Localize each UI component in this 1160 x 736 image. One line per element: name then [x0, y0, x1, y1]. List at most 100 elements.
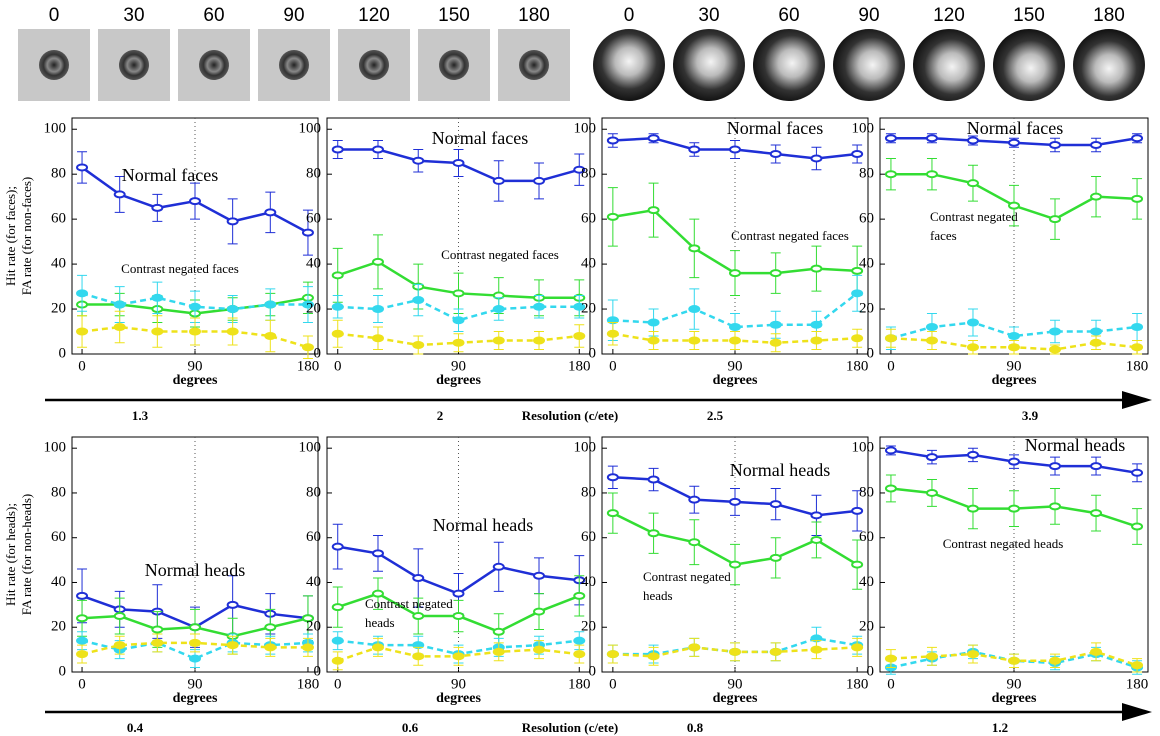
panel: 0 20 40 60 80 100 0 90 180 degrees Normal faces Con… — [299, 117, 591, 388]
data-point — [331, 656, 344, 665]
data-point — [331, 542, 344, 551]
data-point — [1090, 192, 1103, 201]
x-axis-label: degrees — [436, 691, 481, 706]
y-tick-label: 80 — [51, 484, 66, 500]
data-point — [264, 643, 277, 652]
y-axis-label-line: Hit rate (for heads); — [3, 503, 18, 606]
resolution-value: 2.5 — [707, 408, 724, 423]
x-tick-label: 0 — [334, 358, 342, 374]
data-point — [1008, 138, 1020, 147]
data-point — [729, 560, 741, 569]
data-point — [113, 323, 126, 332]
resolution-value: 3.9 — [1022, 408, 1039, 423]
stimulus-label: 120 — [933, 5, 965, 26]
data-point — [810, 320, 823, 329]
plot-frame — [879, 436, 1149, 673]
data-point — [1131, 194, 1144, 203]
data-point — [492, 176, 505, 185]
data-point — [769, 338, 782, 347]
panel: 0 20 40 60 80 100 0 90 180 degrees Hit rate (for f… — [3, 117, 319, 388]
y-tick-label: 100 — [852, 440, 875, 456]
data-point — [966, 343, 979, 352]
data-point — [301, 300, 314, 309]
annotation-line: Normal heads — [433, 515, 533, 535]
data-point — [492, 647, 505, 656]
data-point — [810, 264, 823, 273]
data-point — [925, 134, 938, 143]
y-tick-label: 0 — [314, 663, 322, 679]
panel: 0 20 40 60 80 100 0 90 180 degrees Hit rate (for h… — [3, 436, 319, 706]
data-point — [151, 203, 164, 212]
stimulus-patch — [673, 29, 745, 101]
y-tick-label: 100 — [299, 440, 322, 456]
y-tick-label: 20 — [306, 619, 321, 635]
stimulus-label: 90 — [283, 5, 304, 26]
x-axis-label: degrees — [992, 691, 1037, 706]
stimulus-patch — [439, 50, 469, 80]
data-point — [769, 500, 782, 509]
data-point — [925, 170, 938, 179]
panel: 0 20 40 60 80 100 0 90 180 degrees Normal faces Con… — [574, 117, 869, 388]
annotation: Contrast negated faces — [930, 209, 1018, 243]
x-tick-label: 180 — [846, 676, 869, 692]
panel: 0 20 40 60 80 100 0 90 180 degrees Normal heads Con… — [852, 435, 1149, 706]
data-point — [688, 244, 701, 253]
data-point — [151, 638, 164, 647]
y-tick-label: 40 — [306, 256, 321, 272]
resolution-value: 0.6 — [402, 720, 419, 735]
y-axis-label-line: FA rate (for non-faces) — [19, 177, 34, 296]
y-tick-label: 100 — [44, 121, 67, 137]
data-point — [925, 323, 938, 332]
x-tick-label: 180 — [1126, 676, 1149, 692]
y-tick-label: 60 — [306, 211, 321, 227]
y-tick-label: 40 — [859, 256, 874, 272]
data-point — [647, 336, 660, 345]
stimulus-label: 180 — [1093, 5, 1125, 26]
x-tick-label: 0 — [78, 676, 86, 692]
data-point — [606, 136, 619, 145]
data-point — [264, 623, 277, 632]
data-point — [966, 504, 979, 513]
data-point — [371, 145, 384, 154]
y-tick-label: 80 — [306, 484, 321, 500]
y-tick-label: 60 — [51, 529, 66, 545]
data-point — [452, 612, 465, 621]
data-point — [925, 652, 938, 661]
x-tick-label: 0 — [887, 676, 895, 692]
stimulus-patch — [993, 29, 1065, 101]
annotation: Contrast negated faces — [121, 261, 239, 276]
resolution-value: 1.3 — [132, 408, 149, 423]
data-point — [1090, 140, 1103, 149]
data-point — [452, 158, 465, 167]
annotation-line: Normal faces — [967, 118, 1063, 138]
data-point — [113, 641, 126, 650]
data-point — [688, 538, 701, 547]
y-tick-label: 20 — [51, 619, 66, 635]
data-point — [1131, 343, 1144, 352]
x-tick-label: 90 — [188, 358, 203, 374]
y-tick-label: 20 — [581, 619, 596, 635]
stimulus-patch — [199, 50, 229, 80]
data-point — [151, 625, 164, 634]
stimulus-patch — [279, 50, 309, 80]
data-point — [533, 645, 546, 654]
annotation: Normal heads — [433, 515, 533, 535]
data-point — [371, 643, 384, 652]
panel: 0 20 40 60 80 100 0 90 180 degrees Normal heads Con… — [299, 436, 591, 706]
data-point — [371, 257, 384, 266]
data-point — [1090, 462, 1103, 471]
panel: 0 20 40 60 80 100 0 90 180 degrees Normal faces Con… — [852, 117, 1149, 388]
data-point — [688, 145, 701, 154]
data-point — [606, 509, 619, 518]
data-point — [371, 549, 384, 558]
data-point — [647, 529, 660, 538]
data-point — [966, 179, 979, 188]
stimulus-label: 30 — [698, 5, 719, 26]
data-point — [810, 535, 823, 544]
stimulus-patch — [593, 29, 665, 101]
data-point — [573, 332, 586, 341]
data-point — [647, 652, 660, 661]
resolution-value: 0.8 — [687, 720, 704, 735]
data-point — [533, 571, 546, 580]
x-tick-label: 0 — [609, 358, 617, 374]
